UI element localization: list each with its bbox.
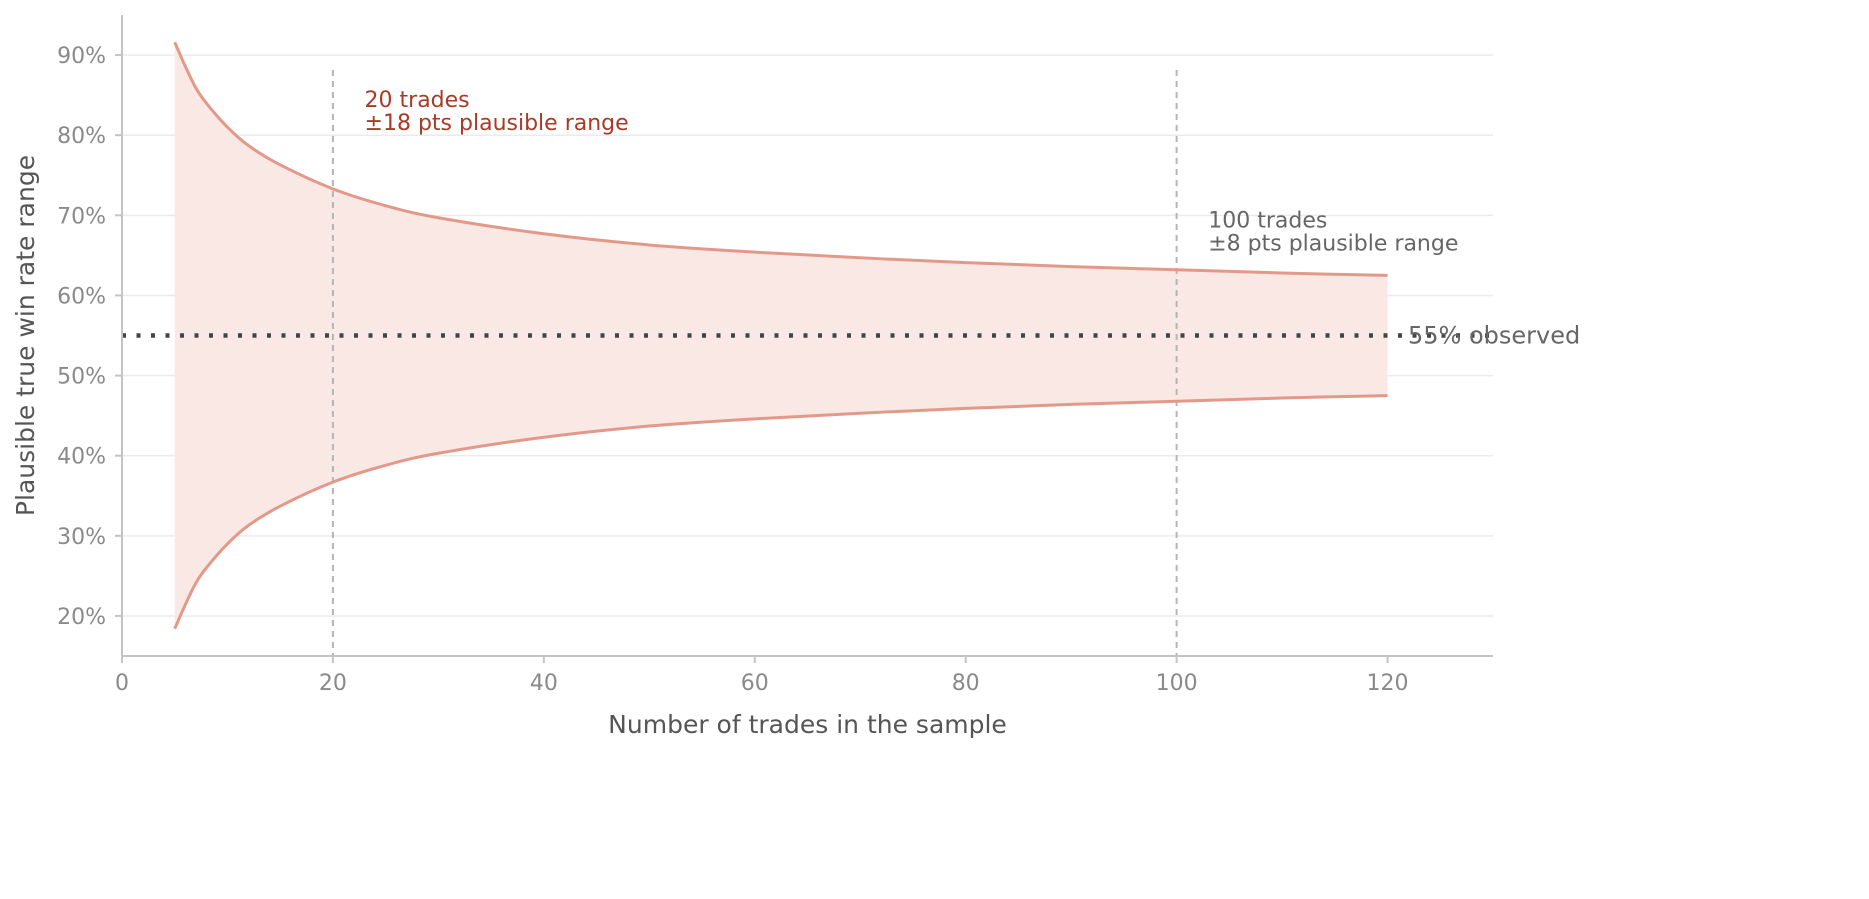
y-axis-ticks: 20% 30% 40% 50% 60% 70% 80% 90% [57, 44, 122, 630]
annotation-1-title: 100 trades [1208, 208, 1327, 233]
x-tick-label-80: 80 [952, 671, 980, 696]
annotation-0-range: ±18 pts plausible range [365, 111, 629, 136]
y-tick-label-50: 50% [57, 365, 106, 390]
y-axis-title: Plausible true win rate range [11, 155, 40, 516]
annotation-0-title: 20 trades [365, 88, 470, 113]
y-tick-label-30: 30% [57, 525, 106, 550]
x-tick-label-100: 100 [1156, 671, 1198, 696]
x-tick-label-120: 120 [1367, 671, 1409, 696]
reference-lines [331, 70, 1178, 656]
y-tick-label-60: 60% [57, 284, 106, 309]
lower-bound-line [173, 394, 1388, 630]
annotations: 20 trades±18 pts plausible range 100 trad… [365, 88, 1459, 256]
y-tick-label-20: 20% [57, 605, 106, 630]
plausible-range-band [174, 42, 1388, 629]
annotation-1-range: ±8 pts plausible range [1208, 231, 1458, 256]
x-tick-label-40: 40 [530, 671, 558, 696]
x-tick-label-0: 0 [115, 671, 129, 696]
upper-bound-line [173, 41, 1388, 277]
x-axis-title: Number of trades in the sample [608, 710, 1007, 739]
y-tick-label-90: 90% [57, 44, 106, 69]
x-axis-ticks: 0 20 40 60 80 100 120 [115, 656, 1409, 696]
y-tick-label-40: 40% [57, 445, 106, 470]
y-tick-label-80: 80% [57, 124, 106, 149]
observed-rate-label: 55% observed [1408, 322, 1580, 350]
y-tick-label-70: 70% [57, 204, 106, 229]
x-tick-label-60: 60 [741, 671, 769, 696]
x-tick-label-20: 20 [319, 671, 347, 696]
